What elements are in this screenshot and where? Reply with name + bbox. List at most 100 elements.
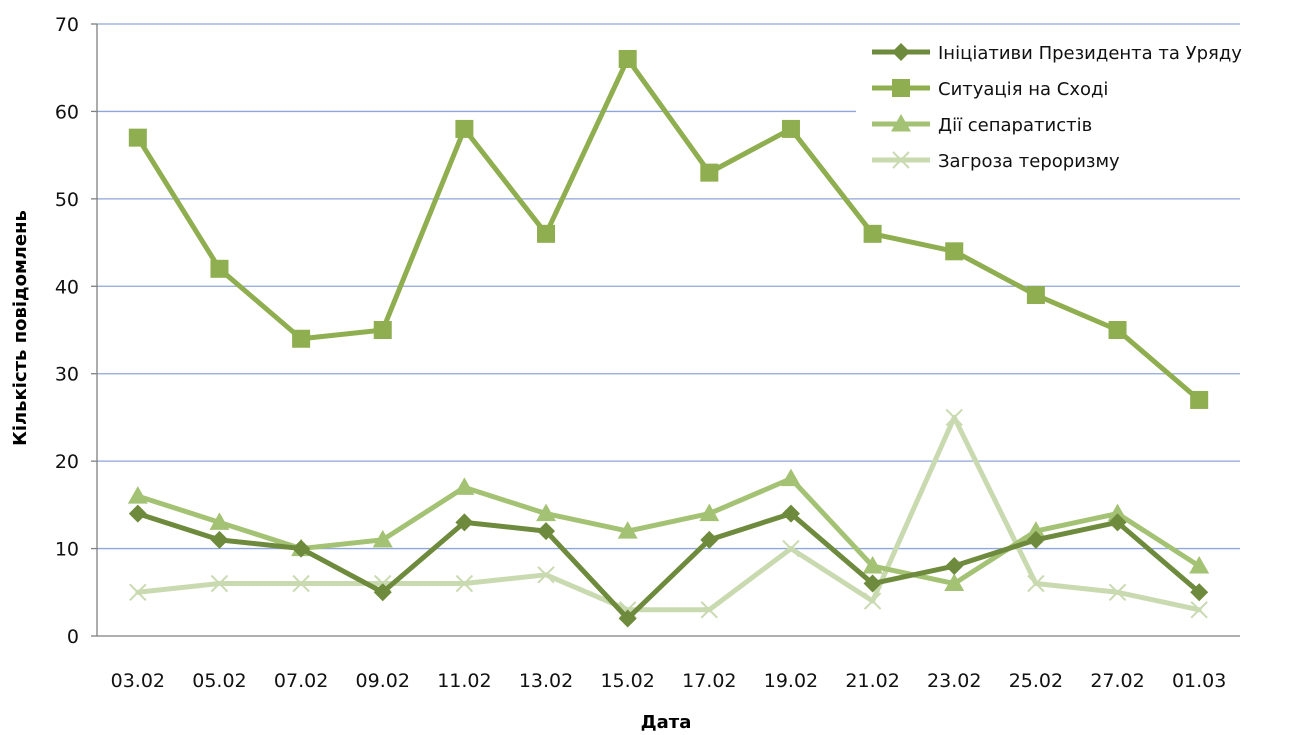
y-tick-label: 60 (55, 101, 79, 123)
data-point-x (537, 566, 555, 584)
y-tick-label: 40 (55, 276, 79, 298)
x-axis-title: Дата (641, 712, 692, 733)
data-point-triangle (1025, 521, 1046, 539)
data-point-x (1108, 583, 1127, 601)
data-point-diamond (863, 574, 882, 593)
x-tick-label: 25.02 (1009, 670, 1063, 692)
y-tick-label: 10 (55, 539, 79, 561)
data-point-diamond (210, 530, 229, 549)
data-point-triangle (780, 468, 801, 487)
data-point-diamond (618, 609, 637, 628)
series-line (135, 511, 1202, 622)
data-point-x (1190, 601, 1208, 619)
x-tick-label: 27.02 (1090, 670, 1144, 692)
data-point-diamond (292, 539, 311, 558)
data-point-diamond (373, 583, 392, 602)
series-line (135, 476, 1202, 587)
x-tick-label: 23.02 (927, 670, 981, 692)
data-point-x (700, 601, 719, 619)
data-point-triangle (454, 477, 475, 495)
x-tick-label: 11.02 (437, 670, 491, 692)
data-point-triangle (536, 503, 557, 522)
data-point-square (210, 259, 229, 278)
series-2 (127, 468, 1210, 592)
data-point-x (1027, 574, 1045, 593)
legend-label: Дії сепаратистів (938, 115, 1092, 136)
x-tick-label: 07.02 (274, 670, 328, 692)
data-point-diamond (1190, 583, 1209, 602)
y-axis-title: Кількість повідомлень (10, 210, 31, 446)
x-tick-label: 03.02 (111, 670, 165, 692)
data-point-square (700, 163, 719, 182)
legend-item: Загроза тероризму (872, 151, 1120, 172)
x-axis-ticks: 03.02 05.02 07.02 09.02 11.02 13.02 15.02 17.02… (111, 670, 1227, 692)
y-tick-label: 30 (55, 364, 79, 386)
data-point-square (292, 329, 311, 348)
data-point-diamond (781, 504, 800, 523)
x-tick-label: 21.02 (845, 670, 899, 692)
data-point-x (892, 151, 910, 169)
x-tick-label: 17.02 (682, 670, 736, 692)
data-point-diamond (455, 513, 474, 532)
series-line (135, 414, 1202, 613)
y-tick-label: 0 (67, 626, 79, 648)
data-point-x (945, 408, 963, 427)
data-point-square (537, 224, 556, 243)
legend-item: Ініціативи Президента та Уряду (872, 43, 1242, 64)
x-tick-label: 15.02 (600, 670, 654, 692)
data-point-x (292, 574, 310, 593)
data-point-diamond (1108, 513, 1127, 532)
x-tick-label: 19.02 (764, 670, 818, 692)
legend-label: Ситуація на Сході (938, 79, 1108, 100)
data-point-x (782, 539, 800, 558)
data-point-square (781, 119, 800, 138)
y-tick-label: 20 (55, 451, 79, 473)
data-point-square (1108, 321, 1127, 339)
data-point-square (373, 321, 392, 339)
data-point-triangle (127, 486, 148, 504)
series-0 (128, 504, 1209, 628)
y-axis-ticks: 0 10 20 30 40 50 60 70 (55, 14, 79, 648)
data-point-triangle (372, 529, 393, 548)
series-3 (129, 408, 1208, 619)
series-line (135, 56, 1202, 403)
data-point-diamond (537, 522, 556, 541)
legend: Ініціативи Президента та Уряду Ситуація н… (856, 30, 1306, 182)
data-point-triangle (1107, 503, 1128, 522)
legend-item: Ситуація на Сході (872, 79, 1108, 100)
data-point-triangle (891, 114, 911, 132)
data-point-diamond (892, 43, 910, 61)
data-point-diamond (700, 530, 719, 549)
data-point-square (892, 79, 910, 97)
data-point-triangle (944, 573, 965, 592)
data-point-square (1190, 390, 1209, 409)
legend-item: Дії сепаратистів (872, 114, 1092, 136)
y-tick-label: 50 (55, 189, 79, 211)
data-point-triangle (1189, 556, 1210, 574)
data-point-triangle (617, 521, 638, 539)
x-tick-label: 05.02 (192, 670, 246, 692)
data-point-x (129, 583, 147, 601)
series-1 (128, 49, 1209, 409)
data-point-square (618, 49, 637, 68)
data-point-x (210, 574, 229, 593)
y-tick-label: 70 (55, 14, 79, 36)
data-point-square (945, 242, 964, 261)
series-group (127, 49, 1210, 628)
legend-label: Загроза тероризму (938, 151, 1120, 172)
data-point-square (863, 224, 882, 243)
data-point-triangle (862, 556, 883, 574)
data-point-x (455, 574, 474, 593)
legend-background (856, 30, 1306, 182)
x-tick-label: 13.02 (519, 670, 573, 692)
grid-lines (91, 23, 1240, 637)
data-point-diamond (128, 504, 147, 523)
legend-label: Ініціативи Президента та Уряду (938, 43, 1242, 64)
data-point-diamond (945, 557, 964, 576)
x-tick-label: 01.03 (1172, 670, 1226, 692)
data-point-x (863, 592, 882, 610)
data-point-triangle (209, 512, 230, 530)
data-point-square (1026, 286, 1045, 305)
x-tick-label: 09.02 (356, 670, 410, 692)
